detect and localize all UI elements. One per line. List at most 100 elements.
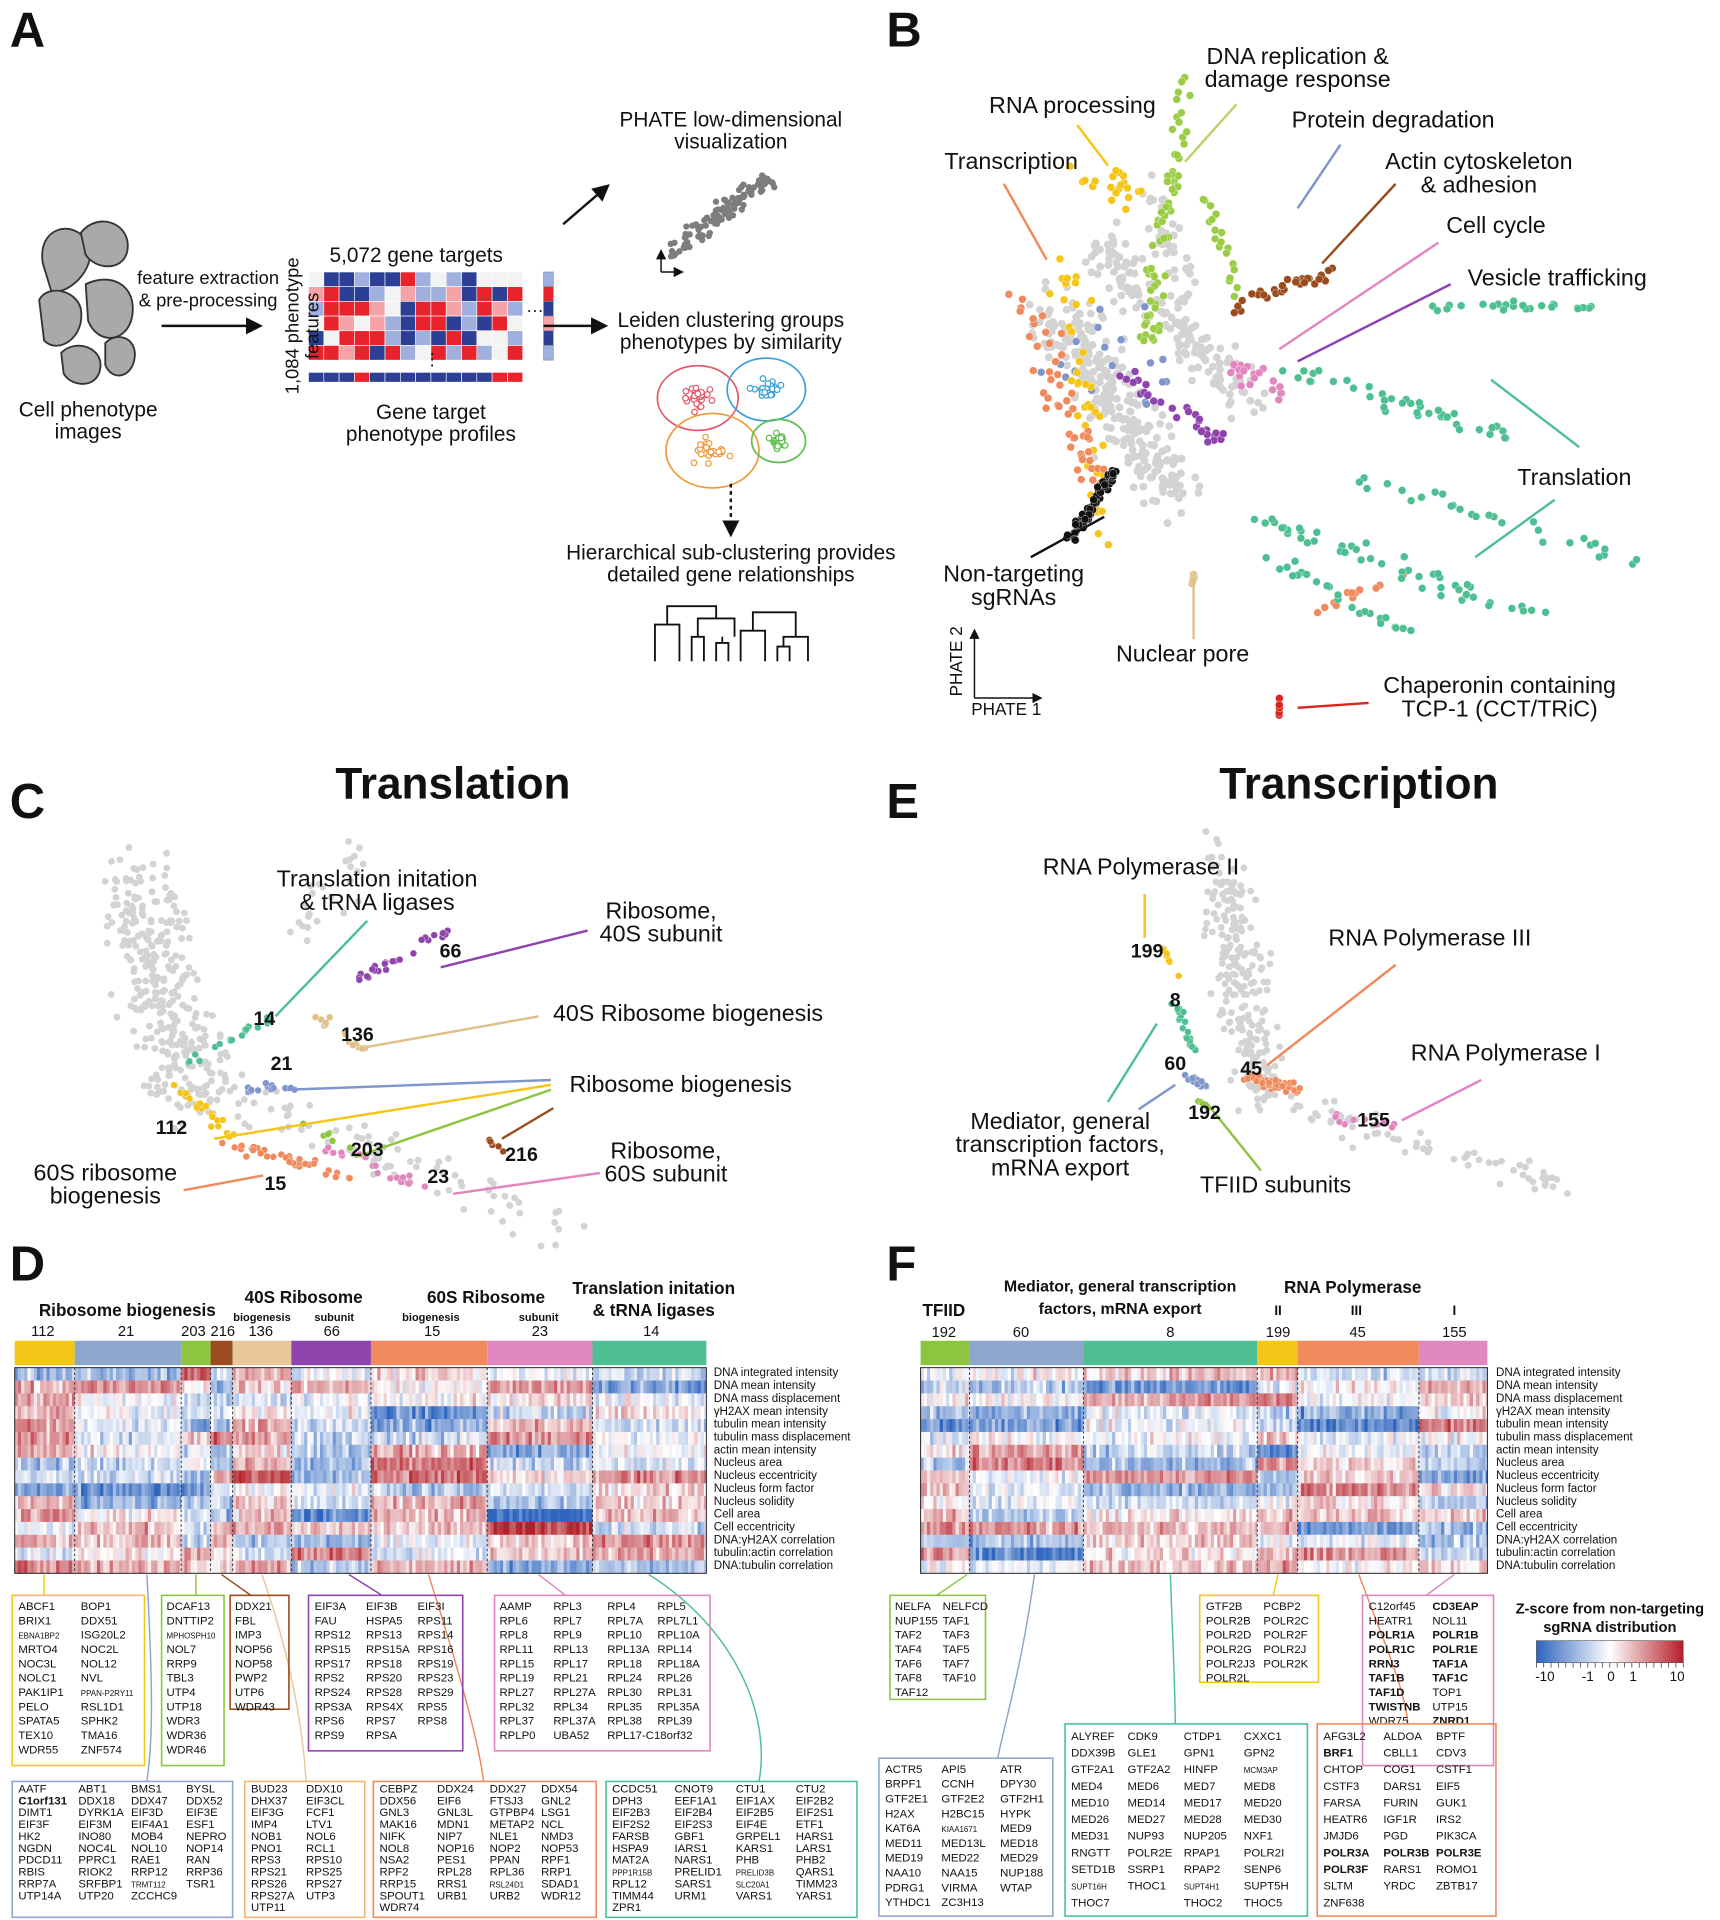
heatmap-cell (267, 1431, 272, 1446)
heatmap-cell (273, 1547, 278, 1561)
heatmap-cell (170, 1367, 174, 1381)
heatmap-cell (65, 1444, 70, 1458)
heatmap-cell (425, 1406, 429, 1420)
heatmap-cell (264, 1406, 268, 1420)
heatmap-cell (475, 1457, 480, 1471)
heatmap-cell (472, 1444, 477, 1458)
heatmap-cell (232, 1496, 237, 1510)
heatmap-cell (310, 1521, 314, 1536)
heatmap-cell (46, 1547, 50, 1561)
heatmap-cell (496, 1406, 501, 1420)
scatter-point (1509, 296, 1518, 306)
heatmap-cell (116, 1521, 120, 1536)
scatter-point (139, 864, 147, 872)
heatmap-cell (267, 1496, 272, 1510)
heatmap-cell (437, 1380, 442, 1394)
heatmap-cell (81, 1496, 85, 1510)
heatmap-cell (210, 1470, 214, 1484)
scatter-point (242, 1025, 251, 1033)
heatmap-cell (210, 1406, 214, 1420)
heatmap-cell (125, 1547, 130, 1561)
heatmap-cell (418, 1444, 423, 1458)
scatter-point (1214, 840, 1222, 848)
heatmap-cell (40, 1406, 44, 1420)
heatmap-cell (499, 1367, 504, 1381)
scatter-point (1260, 978, 1268, 986)
scatter-point (1412, 1143, 1420, 1151)
heatmap-cell (499, 1431, 504, 1446)
scatter-point (1188, 1074, 1197, 1082)
scatter-point (537, 1242, 545, 1250)
heatmap-cell (482, 1419, 486, 1433)
heatmap-cell (361, 1431, 365, 1446)
scatter-point (1415, 398, 1424, 407)
scatter-point (1424, 409, 1433, 418)
heatmap-cell (310, 1444, 314, 1458)
heatmap-cell (81, 1367, 85, 1381)
heatmap-cell (235, 1419, 240, 1433)
heatmap-cell (81, 1380, 85, 1394)
heatmap-cell (270, 1547, 275, 1561)
heatmap-cell (68, 1483, 73, 1497)
scatter-point (1157, 208, 1166, 217)
scatter-point (1240, 864, 1248, 872)
scatter-point (1250, 373, 1259, 382)
heatmap-cell (437, 1419, 442, 1433)
heatmap-cell (206, 1419, 211, 1433)
scatter-point (1112, 394, 1121, 403)
scatter-point (1103, 240, 1112, 249)
cluster-count: 203 (351, 1139, 384, 1161)
scatter-point (1054, 402, 1064, 411)
heatmap-cell (125, 1419, 130, 1433)
heatmap-cell (258, 1431, 262, 1446)
heatmap-cell (294, 1521, 298, 1536)
scatter-point (1073, 465, 1082, 475)
scatter-point (1401, 1148, 1409, 1156)
scatter-point (1133, 401, 1142, 409)
heatmap-cell (447, 1457, 451, 1471)
heatmap-cell (193, 1470, 198, 1484)
heatmap-cell (431, 1521, 435, 1536)
scatter-point (1156, 398, 1165, 407)
heatmap-cell (332, 1470, 337, 1484)
heatmap-cell (342, 1560, 346, 1574)
heatmap-cell (320, 1380, 324, 1394)
heatmap-cell (65, 1419, 70, 1433)
scatter-point (1450, 1155, 1458, 1163)
heatmap-cell (335, 1431, 340, 1446)
heatmap-cell (466, 1547, 470, 1561)
heatmap-cell (59, 1444, 63, 1458)
matrix-cell (354, 372, 371, 383)
heatmap-cell (220, 1470, 224, 1484)
heatmap-cell (280, 1521, 284, 1536)
heatmap-cell (496, 1444, 501, 1458)
heatmap-cell (181, 1457, 185, 1471)
cluster-bar (74, 1340, 182, 1366)
heatmap-cell (151, 1534, 155, 1548)
heatmap-cell (216, 1496, 221, 1510)
heatmap-cell (364, 1496, 368, 1510)
arrow (562, 184, 610, 226)
heatmap-cell (116, 1534, 120, 1548)
heatmap-cell (418, 1547, 423, 1561)
heatmap-cell (496, 1419, 501, 1433)
heatmap-cell (251, 1521, 256, 1536)
heatmap-cell (226, 1367, 230, 1381)
heatmap-cell (154, 1483, 158, 1497)
panel-letter: E (886, 775, 919, 829)
heatmap-cell (251, 1367, 256, 1381)
heatmap-cell (450, 1521, 454, 1536)
scatter-point (430, 931, 438, 939)
scatter-point (715, 206, 722, 213)
scatter-point (394, 1145, 402, 1153)
scatter-point (148, 1002, 156, 1010)
scatter-point (1173, 151, 1182, 160)
leader-line (1401, 1078, 1482, 1122)
heatmap-cell (286, 1547, 291, 1561)
scatter-point (1112, 437, 1121, 446)
scatter-point (1161, 271, 1170, 281)
heatmap-cell (499, 1406, 504, 1420)
heatmap-cell (163, 1419, 168, 1433)
heatmap-cell (184, 1560, 188, 1574)
heatmap-cell (358, 1457, 362, 1471)
